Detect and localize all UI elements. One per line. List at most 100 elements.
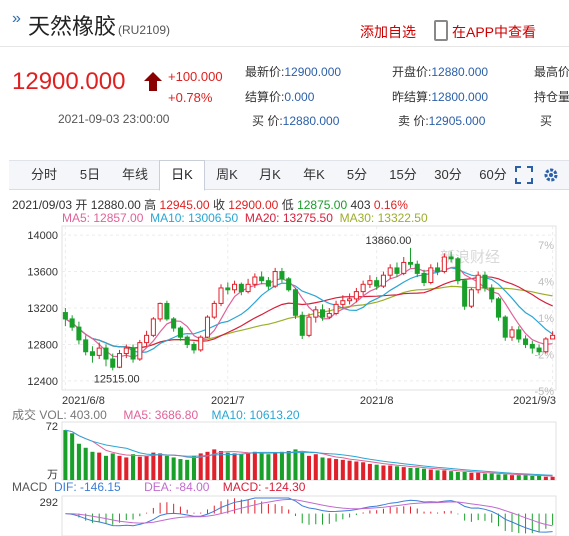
volume-bar <box>320 457 325 480</box>
candle-body <box>103 347 109 360</box>
vol-value: VOL: 403.00 <box>39 408 107 422</box>
x-tick-label: 2021/6/8 <box>62 395 105 407</box>
candle-body <box>550 334 556 340</box>
candle-body <box>171 318 177 329</box>
candle-body <box>482 274 488 289</box>
volume-bar <box>205 451 210 480</box>
candle-body <box>333 303 339 314</box>
fullscreen-icon[interactable] <box>515 166 533 184</box>
candle-body <box>448 256 454 260</box>
candle-body <box>414 263 420 274</box>
volume-bar <box>103 455 109 480</box>
volume-bar <box>442 470 447 480</box>
ma5-line <box>65 266 553 359</box>
candle-body <box>191 343 197 351</box>
candle-body <box>164 302 170 320</box>
candle-body <box>320 309 326 318</box>
ma10-line <box>65 267 553 354</box>
field-settle: 结算价:0.000 <box>245 90 315 104</box>
ma20-label: MA20: 13275.50 <box>244 211 333 225</box>
ma-legend: MA5: 12857.00 MA10: 13006.50 MA20: 13275… <box>62 211 428 225</box>
y-tick-label: 12400 <box>27 376 58 388</box>
candle-body <box>475 274 481 291</box>
candle-body <box>374 280 380 287</box>
volume-bar <box>144 455 149 480</box>
tab-daily-k[interactable]: 日K <box>159 160 205 191</box>
add-watchlist-link[interactable]: 添加自选 <box>360 24 416 40</box>
tab-yearly-k[interactable]: 年K <box>303 167 325 182</box>
candle-body <box>394 267 400 274</box>
volume-bar <box>435 470 440 480</box>
candle-body <box>468 289 474 307</box>
settings-icon[interactable] <box>542 166 560 184</box>
candle-body <box>286 278 292 291</box>
candle-body <box>76 326 82 341</box>
volume-bar <box>516 475 521 480</box>
volume-bar <box>117 455 122 480</box>
tab-year-line[interactable]: 年线 <box>121 167 148 182</box>
field-ask: 卖 价:12905.000 <box>398 114 486 128</box>
tab-5min[interactable]: 5分 <box>346 167 368 182</box>
candle-body <box>502 316 508 338</box>
candle-body <box>523 338 529 345</box>
candle-body <box>299 314 305 336</box>
candle-body <box>401 261 407 274</box>
tab-5day[interactable]: 5日 <box>79 167 101 182</box>
volume-bar <box>523 475 528 480</box>
volume-bar <box>489 473 494 480</box>
candle-body <box>232 283 238 291</box>
tab-15min[interactable]: 15分 <box>389 167 417 182</box>
candle-body <box>428 267 434 283</box>
candle-body <box>225 287 231 291</box>
candle-body <box>347 298 353 302</box>
candle-body <box>218 287 224 304</box>
candle-body <box>441 256 447 273</box>
ma30-label: MA30: 13322.50 <box>339 211 428 225</box>
volume-bar <box>550 476 555 480</box>
candle-body <box>489 287 495 300</box>
volume-bar <box>76 443 81 480</box>
volume-bar <box>279 451 284 480</box>
candle-body <box>387 267 393 276</box>
tab-monthly-k[interactable]: 月K <box>259 167 281 182</box>
volume-bar <box>137 456 142 480</box>
volume-bar <box>110 453 115 480</box>
candle-body <box>509 329 515 338</box>
volume-bar <box>70 433 75 480</box>
candle-body <box>536 347 542 353</box>
tab-weekly-k[interactable]: 周K <box>216 167 238 182</box>
volume-bar <box>293 449 298 480</box>
volume-bar <box>428 469 433 480</box>
tab-60min[interactable]: 60分 <box>479 167 507 182</box>
volume-bar <box>530 475 535 480</box>
candle-body <box>421 272 427 283</box>
volume-bar <box>164 455 169 480</box>
volume-bar <box>185 459 190 480</box>
candle-body <box>116 353 123 368</box>
ma10-label: MA10: 13006.50 <box>150 211 239 225</box>
volume-bar <box>97 452 102 480</box>
candle-body <box>306 316 312 336</box>
candle-body <box>516 329 522 340</box>
volume-bar <box>462 471 467 480</box>
volume-bar <box>401 467 406 480</box>
macd-legend: MACD DIF: -146.15 DEA: -84.00 MACD: -124… <box>12 480 305 494</box>
candle-body <box>326 312 332 318</box>
candle-body <box>380 274 386 287</box>
tab-30min[interactable]: 30分 <box>434 167 462 182</box>
candle-body <box>184 336 190 345</box>
volume-bar <box>482 473 487 480</box>
candle-body <box>265 280 271 287</box>
candle-body <box>313 309 319 318</box>
candle-body <box>144 334 150 344</box>
volume-bar <box>198 453 203 480</box>
ma5-label: MA5: 12857.00 <box>62 211 144 225</box>
tab-timeshare[interactable]: 分时 <box>30 167 57 182</box>
volume-bar <box>313 454 318 480</box>
macd-title: MACD <box>12 480 48 494</box>
vol-ma5: MA5: 3686.80 <box>123 408 199 422</box>
candle-body <box>69 318 75 328</box>
open-in-app-link[interactable]: 在APP中查看 <box>452 24 537 40</box>
quote-header: » 天然橡胶 (RU2109) 添加自选 在APP中查看 <box>0 0 569 47</box>
